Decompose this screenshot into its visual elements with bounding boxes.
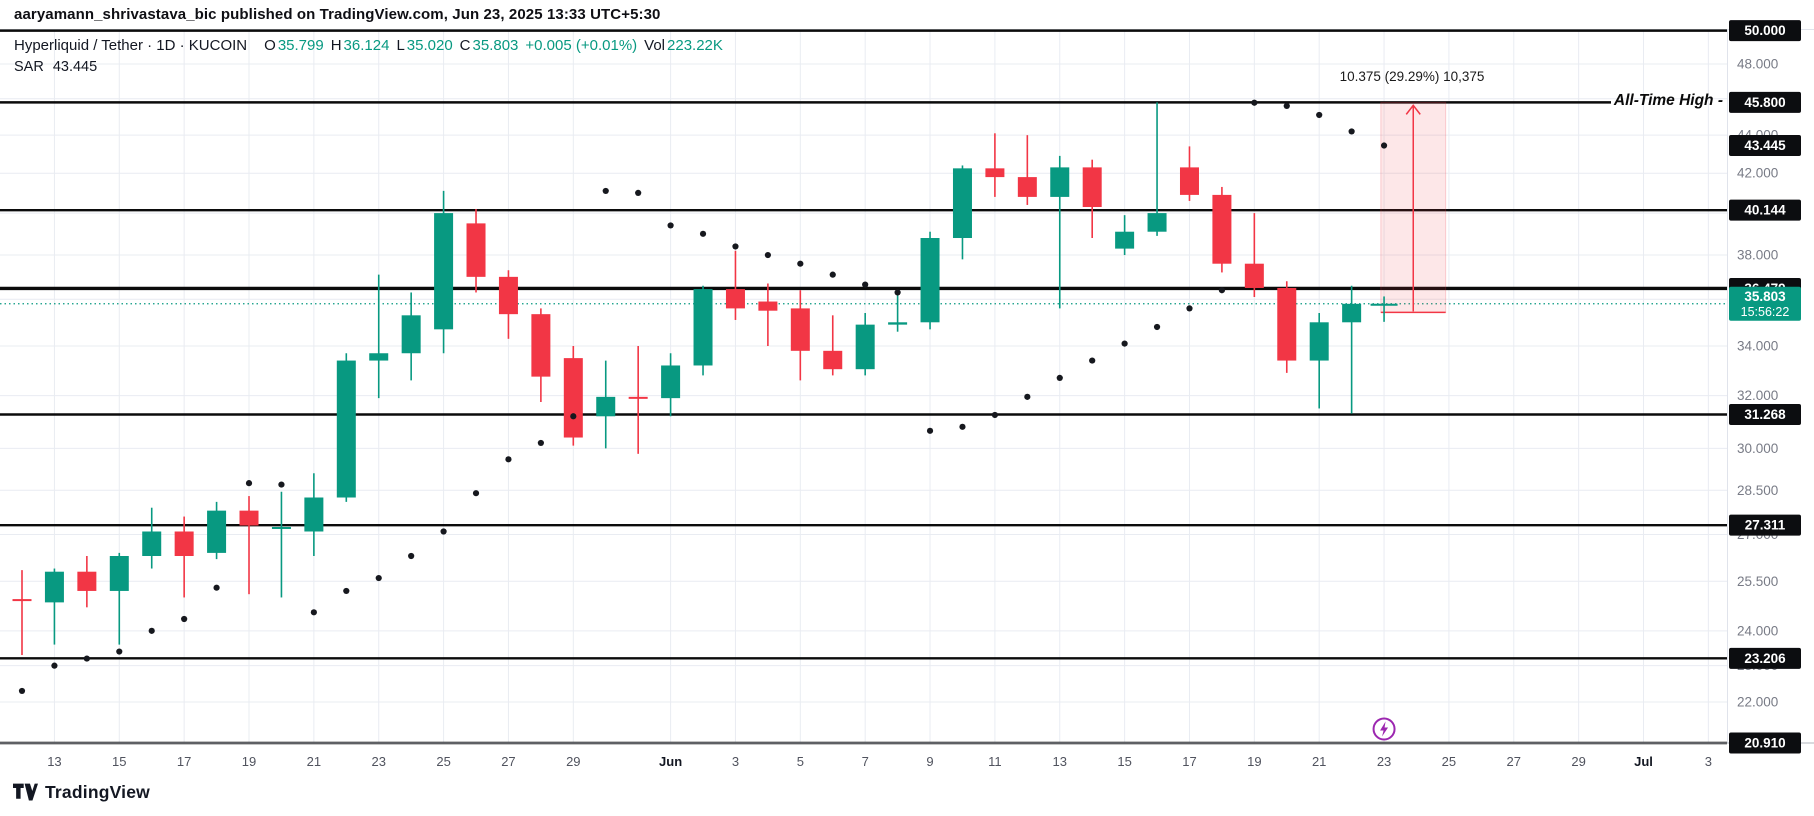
svg-text:27: 27 — [501, 754, 515, 769]
svg-text:27: 27 — [1507, 754, 1521, 769]
svg-text:28.500: 28.500 — [1737, 483, 1778, 498]
close-value: 35.803 — [472, 37, 519, 54]
svg-text:38.000: 38.000 — [1737, 248, 1778, 263]
svg-text:7: 7 — [862, 754, 869, 769]
svg-text:30.000: 30.000 — [1737, 441, 1778, 456]
svg-text:40.144: 40.144 — [1744, 203, 1786, 218]
indicator-legend[interactable]: SAR 43.445 — [14, 59, 97, 75]
level-lines[interactable] — [0, 29, 1727, 745]
price-axis-labels[interactable]: 48.00046.00044.00042.00040.00038.00036.0… — [1737, 57, 1778, 748]
svg-text:20.910: 20.910 — [1744, 736, 1785, 751]
price-chart-canvas[interactable]: 48.00046.00044.00042.00040.00038.00036.0… — [0, 0, 1814, 780]
volume-value: 223.22K — [667, 37, 723, 54]
svg-text:21: 21 — [1312, 754, 1326, 769]
svg-text:27.311: 27.311 — [1745, 518, 1786, 533]
svg-text:19: 19 — [242, 754, 256, 769]
svg-text:22.000: 22.000 — [1737, 694, 1778, 709]
svg-text:17: 17 — [1182, 754, 1196, 769]
vertical-gridlines — [53, 30, 1709, 743]
svg-text:3: 3 — [732, 754, 739, 769]
svg-text:32.000: 32.000 — [1737, 388, 1778, 403]
low-value: 35.020 — [406, 37, 453, 54]
all-time-high-annotation[interactable]: All-Time High - — [1613, 92, 1723, 109]
svg-text:34.000: 34.000 — [1737, 339, 1778, 354]
svg-text:19: 19 — [1247, 754, 1261, 769]
svg-text:43.445: 43.445 — [1744, 138, 1786, 153]
tradingview-logo[interactable]: TradingView — [13, 782, 150, 803]
svg-text:31.268: 31.268 — [1744, 407, 1786, 422]
svg-text:13: 13 — [47, 754, 61, 769]
open-label: O — [264, 37, 276, 54]
svg-text:23: 23 — [1377, 754, 1391, 769]
svg-text:48.000: 48.000 — [1737, 57, 1778, 72]
svg-text:Jul: Jul — [1634, 754, 1653, 769]
svg-text:9: 9 — [926, 754, 933, 769]
svg-text:15:56:22: 15:56:22 — [1741, 305, 1790, 319]
svg-text:15: 15 — [112, 754, 126, 769]
close-label: C — [459, 37, 471, 54]
tradingview-logo-icon — [13, 783, 38, 801]
projection-range[interactable] — [1380, 101, 1447, 314]
svg-text:35.803: 35.803 — [1744, 289, 1786, 304]
symbol-legend[interactable]: Hyperliquid / Tether · 1D · KUCOIN O 35.79… — [14, 37, 723, 54]
low-label: L — [396, 37, 405, 54]
volume-label: Vol — [644, 37, 666, 54]
horizontal-gridlines — [0, 63, 1727, 703]
high-value: 36.124 — [343, 37, 390, 54]
svg-text:29: 29 — [566, 754, 580, 769]
price-axis-badges[interactable]: 50.00045.80040.14436.47931.26827.31123.2… — [1729, 20, 1801, 754]
axis-borders — [0, 30, 1814, 744]
indicator-name: SAR — [14, 59, 44, 75]
svg-text:15: 15 — [1117, 754, 1131, 769]
svg-text:24.000: 24.000 — [1737, 623, 1778, 638]
svg-text:21: 21 — [307, 754, 321, 769]
svg-text:25.500: 25.500 — [1737, 574, 1778, 589]
indicator-value: 43.445 — [52, 59, 98, 75]
svg-text:50.000: 50.000 — [1744, 23, 1785, 38]
svg-text:Jun: Jun — [659, 754, 682, 769]
time-axis-labels[interactable]: 13 15 17 19 21 23 25 27 29 Jun 3 5 7 9 11 13 15 17 19 21 23 2… — [47, 754, 1712, 769]
symbol-title: Hyperliquid / Tether · 1D · KUCOIN — [14, 37, 248, 54]
svg-text:13: 13 — [1053, 754, 1067, 769]
publish-header-text: aaryamann_shrivastava_bic published on T… — [14, 6, 661, 23]
candles — [12, 102, 1398, 656]
svg-text:23.206: 23.206 — [1744, 651, 1786, 666]
open-value: 35.799 — [277, 37, 324, 54]
tradingview-logo-text: TradingView — [45, 782, 150, 802]
event-marker-icon[interactable] — [1372, 717, 1396, 741]
svg-text:25: 25 — [1442, 754, 1456, 769]
svg-text:45.800: 45.800 — [1744, 95, 1785, 110]
svg-text:5: 5 — [797, 754, 804, 769]
svg-text:17: 17 — [177, 754, 191, 769]
high-label: H — [330, 37, 342, 54]
change-value: +0.005 (+0.01%) — [525, 37, 638, 54]
publish-header-bar: aaryamann_shrivastava_bic published on T… — [0, 0, 1814, 30]
svg-text:11: 11 — [988, 754, 1002, 769]
svg-text:29: 29 — [1571, 754, 1585, 769]
svg-text:23: 23 — [371, 754, 385, 769]
svg-text:3: 3 — [1705, 754, 1712, 769]
svg-text:42.000: 42.000 — [1737, 166, 1778, 181]
sar-dots — [18, 99, 1388, 695]
projection-measure-label: 10.375 (29.29%) 10,375 — [1339, 69, 1485, 84]
svg-text:25: 25 — [436, 754, 450, 769]
